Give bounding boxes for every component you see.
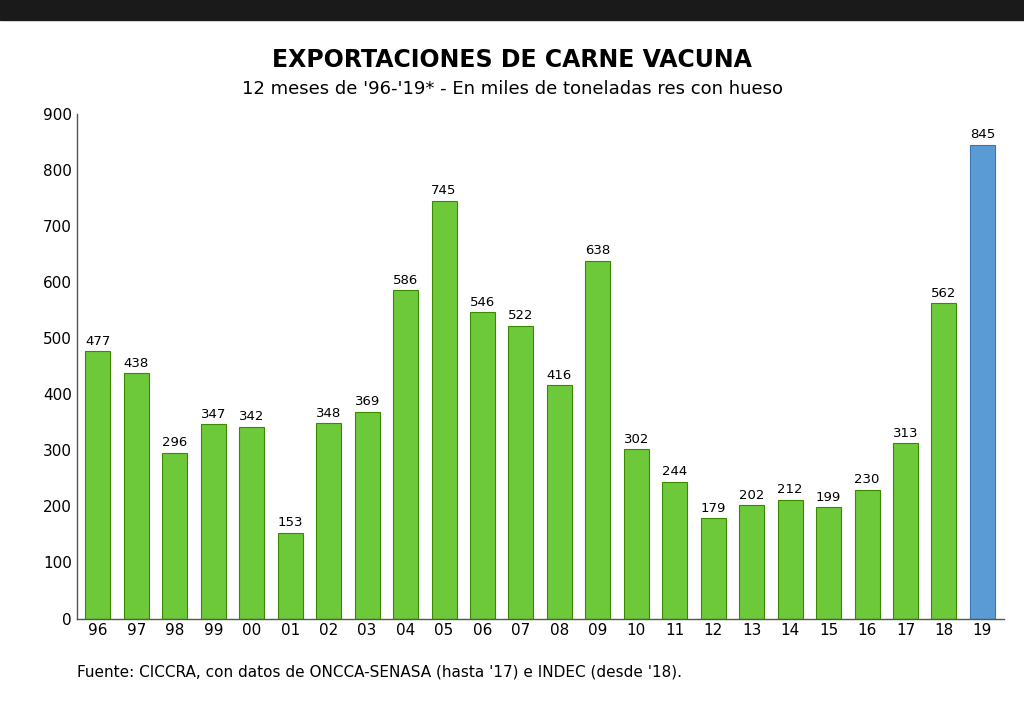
Bar	[816, 507, 841, 619]
Text: 179: 179	[700, 502, 726, 515]
Text: 638: 638	[585, 245, 610, 257]
Text: 230: 230	[854, 474, 880, 486]
Bar	[893, 443, 918, 619]
Bar	[509, 326, 534, 619]
Text: 313: 313	[893, 427, 919, 439]
Text: 199: 199	[816, 491, 841, 503]
Text: 416: 416	[547, 369, 572, 382]
Text: 369: 369	[354, 395, 380, 408]
Text: 845: 845	[970, 128, 995, 141]
Text: 302: 302	[624, 433, 649, 446]
Text: 586: 586	[393, 274, 418, 287]
Text: 212: 212	[777, 483, 803, 496]
Bar	[316, 423, 341, 619]
Text: Fuente: CICCRA, con datos de ONCCA-SENASA (hasta '17) e INDEC (desde '18).: Fuente: CICCRA, con datos de ONCCA-SENAS…	[77, 664, 682, 680]
Text: 153: 153	[278, 516, 303, 530]
Text: 342: 342	[239, 410, 264, 423]
Bar	[547, 385, 571, 619]
Bar	[393, 290, 418, 619]
Bar	[354, 412, 380, 619]
Bar	[586, 261, 610, 619]
Bar	[739, 506, 764, 619]
Bar	[932, 304, 956, 619]
Bar	[854, 490, 880, 619]
Bar	[663, 482, 687, 619]
Text: 347: 347	[201, 407, 226, 421]
Bar	[431, 201, 457, 619]
Text: 244: 244	[663, 465, 687, 479]
Text: 348: 348	[316, 407, 341, 420]
Bar	[240, 427, 264, 619]
Text: 12 meses de '96-'19* - En miles de toneladas res con hueso: 12 meses de '96-'19* - En miles de tonel…	[242, 80, 782, 98]
Bar	[201, 424, 226, 619]
Bar	[970, 144, 995, 619]
Bar	[777, 500, 803, 619]
Text: 562: 562	[931, 287, 956, 300]
Bar	[85, 351, 111, 619]
Text: 745: 745	[431, 184, 457, 198]
Bar	[124, 373, 148, 619]
Bar	[163, 452, 187, 619]
Bar	[278, 533, 303, 619]
Text: 438: 438	[124, 356, 150, 370]
Text: 546: 546	[470, 296, 496, 309]
Text: EXPORTACIONES DE CARNE VACUNA: EXPORTACIONES DE CARNE VACUNA	[272, 48, 752, 73]
Text: 202: 202	[739, 489, 764, 502]
Bar	[624, 449, 649, 619]
Bar	[700, 518, 726, 619]
Text: 522: 522	[508, 309, 534, 322]
Text: 477: 477	[85, 335, 111, 348]
Bar	[470, 312, 495, 619]
Text: 296: 296	[162, 436, 187, 449]
